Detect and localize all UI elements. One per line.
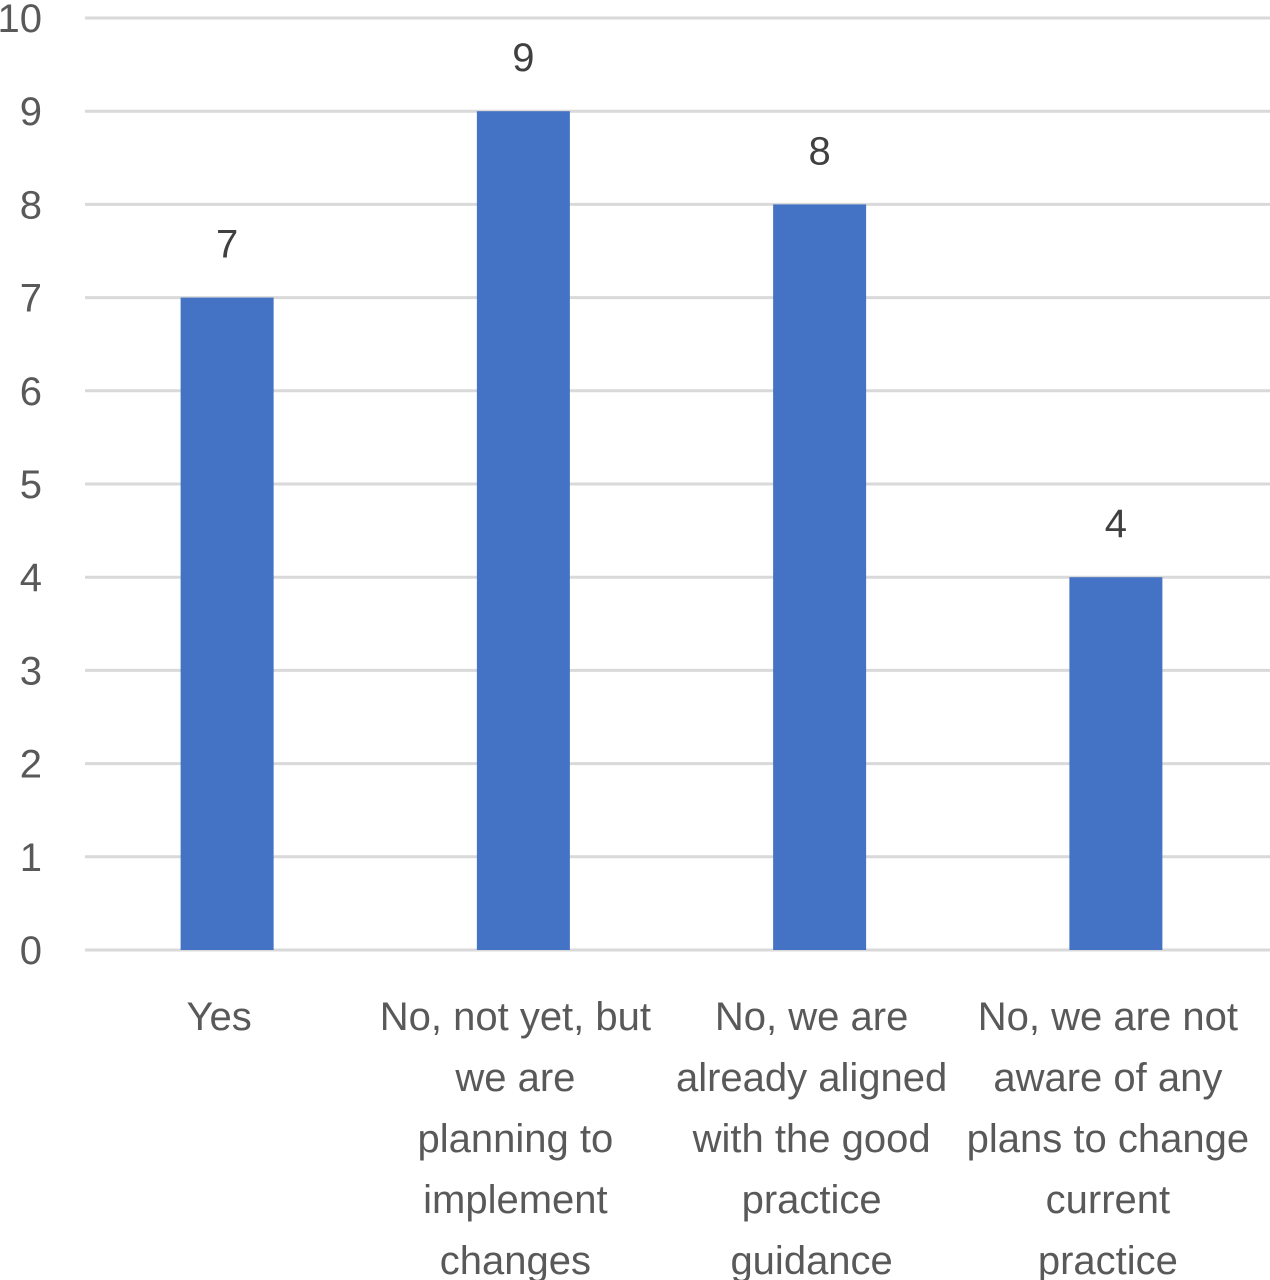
bar [773, 204, 867, 950]
data-label: 7 [216, 223, 238, 267]
gridlines [85, 16, 1270, 952]
data-labels: 7 9 8 4 [216, 36, 1127, 546]
bar [1069, 577, 1163, 950]
category-label: planning to [418, 1117, 614, 1161]
y-tick-label: 2 [20, 743, 42, 787]
y-tick-label: 6 [20, 370, 42, 414]
category-label: we are [454, 1056, 575, 1100]
category-label: with the good [692, 1117, 931, 1161]
category-label: changes [440, 1239, 591, 1280]
category-label: No, we are not [978, 995, 1238, 1039]
category-label: plans to change [967, 1117, 1249, 1161]
category-label: practice [1038, 1239, 1178, 1280]
y-tick-label: 8 [20, 183, 42, 227]
y-tick-label: 0 [20, 929, 42, 973]
bar [180, 297, 274, 951]
category-label: implement [423, 1178, 608, 1222]
category-label: guidance [730, 1239, 892, 1280]
data-label: 9 [512, 36, 534, 80]
y-tick-label: 4 [20, 556, 42, 600]
y-tick-label: 7 [20, 277, 42, 321]
category-label: current [1046, 1178, 1171, 1222]
y-tick-label: 9 [20, 90, 42, 134]
category-label: already aligned [676, 1056, 947, 1100]
category-label: No, we are [715, 995, 908, 1039]
y-tick-label: 3 [20, 649, 42, 693]
category-label: aware of any [993, 1056, 1222, 1100]
data-label: 8 [809, 129, 831, 173]
bar [476, 111, 570, 950]
category-label: practice [742, 1178, 882, 1222]
y-tick-label: 5 [20, 463, 42, 507]
data-label: 4 [1105, 502, 1127, 546]
y-tick-label: 1 [20, 836, 42, 880]
y-tick-label: 10 [0, 0, 42, 41]
category-label: No, not yet, but [380, 995, 651, 1039]
category-label: Yes [186, 995, 251, 1039]
y-axis-tick-labels: 0 1 2 3 4 5 6 7 8 9 10 [0, 0, 42, 973]
x-axis-category-labels: Yes No, not yet, but we are planning to impl… [186, 995, 1249, 1280]
bars [180, 111, 1163, 951]
